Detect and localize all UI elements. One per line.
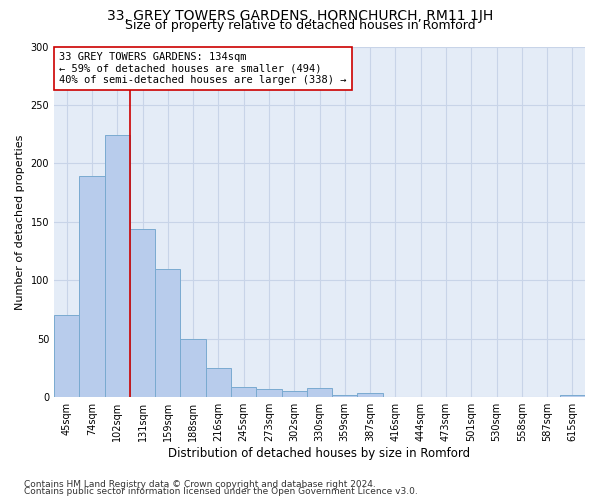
Bar — [307, 388, 332, 397]
Bar — [130, 229, 155, 397]
Text: Size of property relative to detached houses in Romford: Size of property relative to detached ho… — [125, 19, 475, 32]
Bar — [155, 268, 181, 397]
Text: Contains public sector information licensed under the Open Government Licence v3: Contains public sector information licen… — [24, 487, 418, 496]
Bar — [332, 395, 358, 397]
Text: 33 GREY TOWERS GARDENS: 134sqm
← 59% of detached houses are smaller (494)
40% of: 33 GREY TOWERS GARDENS: 134sqm ← 59% of … — [59, 52, 347, 85]
Text: 33, GREY TOWERS GARDENS, HORNCHURCH, RM11 1JH: 33, GREY TOWERS GARDENS, HORNCHURCH, RM1… — [107, 9, 493, 23]
Bar — [231, 386, 256, 397]
Bar — [256, 389, 281, 397]
X-axis label: Distribution of detached houses by size in Romford: Distribution of detached houses by size … — [169, 447, 470, 460]
Bar — [358, 392, 383, 397]
Bar — [206, 368, 231, 397]
Bar — [560, 395, 585, 397]
Bar — [104, 136, 130, 397]
Bar — [281, 392, 307, 397]
Bar — [54, 316, 79, 397]
Text: Contains HM Land Registry data © Crown copyright and database right 2024.: Contains HM Land Registry data © Crown c… — [24, 480, 376, 489]
Bar — [79, 176, 104, 397]
Bar — [181, 339, 206, 397]
Y-axis label: Number of detached properties: Number of detached properties — [15, 134, 25, 310]
